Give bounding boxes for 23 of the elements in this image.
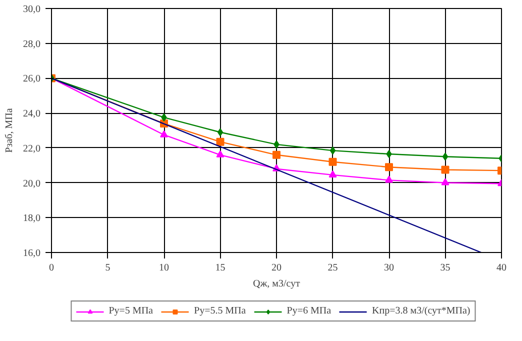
x-tick-label: 0 — [49, 262, 54, 274]
x-tick-label: 40 — [496, 262, 506, 274]
y-tick-label: 20,0 — [23, 178, 40, 190]
legend-label: Kпр=3.8 м3/(сут*МПа) — [372, 306, 470, 316]
y-tick-label: 30,0 — [23, 4, 40, 15]
y-tick-label: 26,0 — [23, 74, 40, 85]
y-tick-label: 16,0 — [23, 248, 40, 259]
x-tick-label: 10 — [159, 262, 169, 274]
legend-label: Py=6 МПа — [286, 306, 332, 316]
y-tick-label: 18,0 — [23, 213, 40, 224]
y-tick-label: 24,0 — [23, 108, 40, 120]
x-tick-label: 15 — [215, 262, 226, 274]
x-tick-label: 5 — [105, 262, 110, 274]
y-axis-title: Pзаб, МПа — [4, 108, 15, 153]
x-tick-label: 35 — [440, 262, 450, 274]
legend-label: Py=5 МПа — [108, 306, 154, 316]
x-tick-label: 20 — [272, 262, 282, 274]
x-axis-title: Qж, м3/сут — [253, 278, 301, 290]
x-tick-label: 25 — [328, 262, 338, 274]
y-tick-label: 28,0 — [23, 38, 40, 50]
y-tick-label: 22,0 — [23, 143, 40, 154]
x-tick-label: 30 — [384, 262, 394, 274]
legend-label: Py=5.5 МПа — [194, 306, 246, 316]
